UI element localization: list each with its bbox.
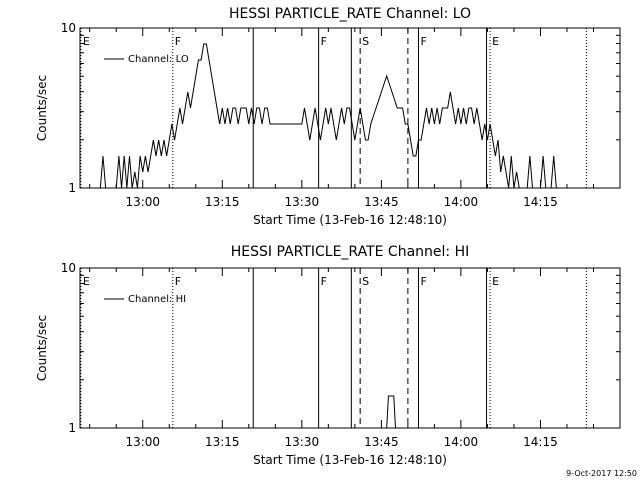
x-tick-label: 13:45 [364, 195, 399, 209]
legend-entry: Channel: HI [128, 294, 186, 305]
chart-title: HESSI PARTICLE_RATE Channel: HI [231, 244, 469, 260]
y-axis-label: Counts/sec [35, 75, 49, 141]
y-tick-label: 1 [68, 421, 76, 435]
event-label: F [175, 35, 181, 48]
x-tick-label: 13:30 [285, 435, 320, 449]
y-axis-label: Counts/sec [35, 315, 49, 381]
x-axis-label: Start Time (13-Feb-16 12:48:10) [253, 213, 447, 227]
event-label: F [420, 275, 426, 288]
event-label: E [83, 275, 90, 288]
event-label: S [362, 275, 369, 288]
x-axis-label: Start Time (13-Feb-16 12:48:10) [253, 453, 447, 467]
plot-frame [79, 267, 621, 429]
event-label: E [492, 275, 499, 288]
series-line [99, 43, 557, 189]
x-tick-label: 13:30 [285, 195, 320, 209]
x-tick-label: 14:15 [523, 435, 558, 449]
y-tick-label: 10 [61, 21, 76, 35]
event-label: F [321, 35, 327, 48]
x-tick-label: 14:00 [444, 195, 479, 209]
plot-frame [79, 27, 621, 189]
event-label: F [321, 275, 327, 288]
series-line [386, 395, 397, 429]
event-label: F [420, 35, 426, 48]
event-label: E [492, 35, 499, 48]
event-label: F [175, 275, 181, 288]
panel-channel-lo: HESSI PARTICLE_RATE Channel: LO 1 10 Counts… [35, 6, 621, 227]
x-tick-label: 13:00 [125, 195, 160, 209]
x-tick-label: 13:00 [125, 435, 160, 449]
panel-channel-hi: HESSI PARTICLE_RATE Channel: HI 1 10 Counts… [35, 244, 621, 467]
legend-entry: Channel: LO [128, 54, 189, 65]
x-tick-label: 14:00 [444, 435, 479, 449]
x-tick-label: 14:15 [523, 195, 558, 209]
y-tick-label: 10 [61, 261, 76, 275]
chart-title: HESSI PARTICLE_RATE Channel: LO [229, 6, 471, 22]
x-tick-label: 13:15 [205, 195, 240, 209]
x-tick-label: 13:45 [364, 435, 399, 449]
y-tick-label: 1 [68, 181, 76, 195]
x-tick-label: 13:15 [205, 435, 240, 449]
event-label: S [362, 35, 369, 48]
footer-stamp: 9-Oct-2017 12:50 [566, 469, 637, 478]
event-label: E [83, 35, 90, 48]
